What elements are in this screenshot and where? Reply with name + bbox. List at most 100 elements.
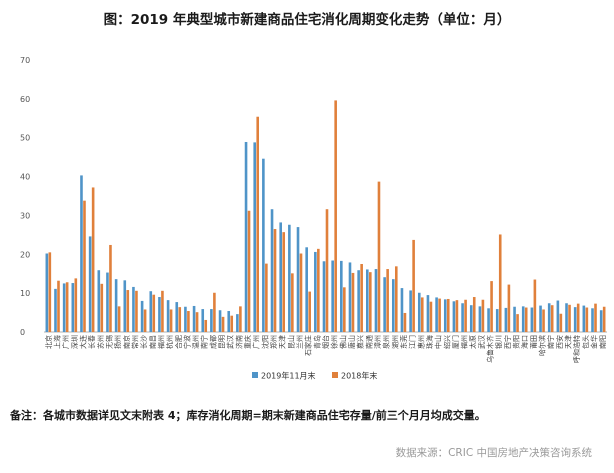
- bar-series-2019nov: [521, 306, 525, 332]
- y-tick-label: 30: [20, 211, 30, 220]
- bar-series-2018: [533, 279, 537, 332]
- x-tick-label: 大连: [78, 335, 87, 349]
- x-tick-label: 嘉兴: [356, 335, 365, 349]
- y-tick-label: 0: [20, 328, 25, 337]
- bar-series-2018: [135, 290, 138, 332]
- bar-series-2019nov: [391, 279, 395, 332]
- bar-series-2018: [230, 315, 234, 332]
- x-tick-label: 珠海: [425, 335, 434, 349]
- y-tick-label: 40: [20, 173, 30, 182]
- bar-series-2018: [472, 297, 476, 332]
- x-tick-label: 昆山: [286, 335, 295, 349]
- bar-series-2018: [516, 314, 519, 332]
- bar-series-2018: [343, 287, 346, 332]
- bar-series-2018: [221, 316, 225, 332]
- bar-series-2018: [369, 272, 372, 332]
- bar-series-2019nov: [114, 279, 118, 332]
- x-tick-label: 杭州: [165, 335, 174, 349]
- bar-series-2019nov: [461, 303, 464, 332]
- bar-series-2018: [143, 309, 147, 332]
- bar-series-2019nov: [166, 300, 170, 332]
- bar-series-2019nov: [547, 303, 551, 332]
- bar-series-2018: [481, 299, 485, 332]
- x-tick-label: 惠州: [416, 335, 425, 349]
- x-tick-label: 乌鲁木齐: [486, 335, 495, 363]
- x-tick-label: 西宁: [503, 335, 512, 349]
- y-tick-label: 50: [20, 134, 30, 143]
- bar-series-2018: [351, 272, 355, 332]
- bar-series-2018: [265, 263, 268, 332]
- bar-series-2018: [403, 312, 407, 332]
- bar-series-2018: [161, 290, 164, 332]
- bar-series-2019nov: [383, 277, 386, 332]
- x-tick-label: 福州: [460, 335, 469, 349]
- bar-series-2019nov: [45, 253, 49, 332]
- bar-series-2019nov: [374, 269, 378, 332]
- bar-series-2018: [204, 319, 208, 332]
- x-tick-label: 东莞: [399, 335, 408, 349]
- bar-series-2018: [91, 187, 95, 332]
- x-tick-label: 成都: [208, 335, 217, 349]
- bar-series-2019nov: [556, 300, 560, 332]
- bar-series-2019nov: [210, 309, 213, 332]
- bar-series-2019nov: [227, 311, 231, 332]
- x-tick-label: 长沙: [139, 335, 148, 349]
- bar-series-2019nov: [158, 297, 161, 332]
- bar-series-2019nov: [54, 288, 57, 332]
- bar-series-2018: [455, 300, 459, 332]
- x-tick-label: 南京: [122, 335, 131, 349]
- bar-series-2018: [273, 229, 277, 332]
- bar-series-2018: [524, 307, 528, 332]
- x-tick-label: 海口: [520, 335, 529, 349]
- x-tick-label: 兰州: [295, 335, 304, 349]
- x-tick-label: 银川: [494, 335, 503, 349]
- x-tick-label: 天津: [279, 335, 287, 349]
- x-tick-label: 深圳: [70, 335, 79, 349]
- bar-series-2018: [247, 210, 251, 332]
- bar-series-2019nov: [478, 306, 482, 332]
- x-tick-label: 无锡: [104, 335, 113, 349]
- y-tick-label: 20: [20, 250, 30, 259]
- x-tick-label: 佛山: [338, 335, 347, 349]
- bar-series-2019nov: [565, 303, 568, 332]
- bar-series-2018: [117, 306, 121, 332]
- bar-series-2019nov: [305, 247, 308, 332]
- bar-series-2018: [282, 232, 285, 332]
- bar-series-2018: [308, 291, 311, 332]
- bar-series-2019nov: [279, 222, 282, 332]
- bar-series-2019nov: [452, 301, 456, 332]
- x-tick-label: 太原: [468, 335, 477, 349]
- x-tick-label: 济南: [234, 335, 243, 349]
- x-tick-label: 呼和浩特: [572, 335, 581, 363]
- bar-series-2019nov: [409, 290, 412, 332]
- bar-series-2019nov: [573, 307, 577, 332]
- bar-series-2019nov: [331, 260, 334, 332]
- bar-series-2019nov: [71, 283, 75, 332]
- bar-series-2018: [291, 273, 294, 332]
- bar-series-2019nov: [599, 310, 603, 332]
- x-tick-label: 包头: [581, 335, 590, 349]
- y-tick-label: 70: [20, 56, 30, 65]
- bar-series-2018: [464, 299, 467, 332]
- legend: 2019年11月末 2018年末: [252, 371, 377, 381]
- x-tick-label: 莆田: [529, 335, 538, 349]
- bar-series-2018: [178, 307, 182, 332]
- bar-series-2018: [394, 266, 398, 332]
- bar-series-2019nov: [530, 307, 534, 332]
- x-tick-label: 泉州: [382, 335, 391, 349]
- bar-series-2019nov: [106, 272, 109, 332]
- bar-series-2019nov: [417, 292, 421, 332]
- bar-series-2018: [57, 280, 60, 332]
- x-tick-label: 沈阳: [260, 335, 269, 349]
- x-tick-label: 合肥: [174, 335, 183, 349]
- bar-series-2019nov: [97, 270, 101, 332]
- bar-series-2018: [412, 239, 415, 332]
- bar-series-2019nov: [218, 310, 222, 332]
- bar-series-2018: [299, 253, 303, 332]
- x-tick-label: 昆明: [218, 335, 226, 349]
- bar-series-2018: [213, 292, 216, 332]
- x-tick-label: 南阳: [598, 335, 607, 349]
- x-tick-label: 南宁: [546, 335, 555, 349]
- bar-series-2018: [602, 306, 606, 332]
- bar-series-2018: [325, 209, 329, 332]
